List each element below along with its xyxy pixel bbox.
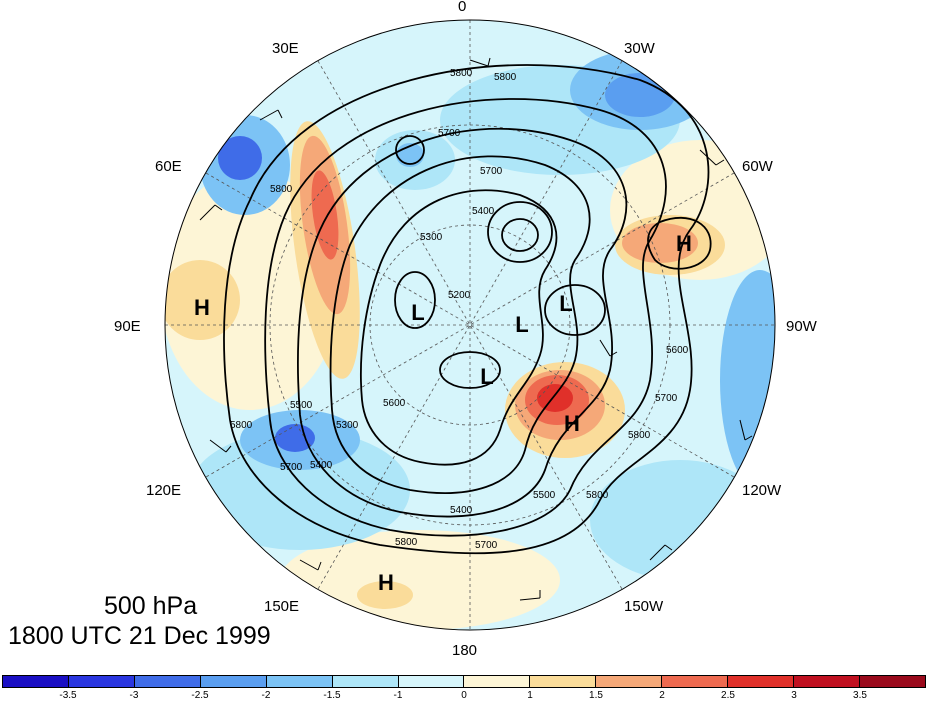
graticule [165,20,775,630]
contour-label: 5800 [395,537,418,548]
contour-label: 5800 [450,68,473,79]
contour-label: 5700 [438,128,461,139]
lon-label-120e: 120E [146,482,182,499]
contour-label: 5800 [494,72,517,83]
high-north-atlantic-label: H [676,231,692,256]
contour-label: 5800 [270,184,293,195]
contour-label: 5400 [472,206,495,217]
polar-map [164,19,776,631]
colorbar-tick-label: -1.5 [323,690,341,701]
contour-label: 5400 [310,460,333,471]
lon-label-30w: 30W [624,40,655,57]
contour-label: 5700 [655,393,678,404]
low-east-siberia-label: L [480,364,494,389]
colorbar-tick-label: 2.5 [721,690,735,701]
lon-label-150w: 150W [624,598,664,615]
contour-label: 5700 [280,462,303,473]
colorbar-segment [3,676,69,687]
low-arctic-1-label: L [411,300,425,325]
colorbar-tick-label: 1.5 [589,690,603,701]
colorbar-tick-label: -3.5 [59,690,77,701]
colorbar-tick-label: -3 [129,690,139,701]
colorbar-segment [332,676,399,687]
contour-label: 5600 [666,345,689,356]
lon-label-180: 180 [452,642,478,659]
contour-label: 5500 [290,400,313,411]
colorbar-tick-label: -2 [261,690,271,701]
colorbar-segment [200,676,267,687]
contour-label: 5300 [420,232,443,243]
height-contours [223,64,712,555]
lon-label-120w: 120W [742,482,782,499]
wind-barbs [199,57,753,601]
contour-label: 5800 [586,490,609,501]
colorbar-tick-label: -1 [393,690,403,701]
pressure-level-title: 500 hPa [104,592,198,620]
colorbar-segment [596,676,663,687]
contour-label: 5800 [628,430,651,441]
colorbar-tick-label: -2.5 [191,690,209,701]
colorbar-segment [859,676,925,687]
valid-time-title: 1800 UTC 21 Dec 1999 [8,622,271,650]
contour-label: 5700 [480,166,503,177]
low-canada-label: L [559,291,573,316]
lon-label-90w: 90W [786,318,817,335]
map-boundary [164,19,776,631]
contour-label: 5300 [336,420,359,431]
colorbar-segment [134,676,201,687]
colorbar-segment [794,676,860,687]
anomaly-field [165,20,775,630]
lon-label-60w: 60W [742,158,773,175]
colorbar-segment [266,676,333,687]
contour-label: 5600 [383,398,406,409]
high-alaska-label: H [564,411,580,436]
colorbar-tick-label: 0 [461,690,467,701]
lon-label-30e: 30E [272,40,299,57]
lon-label-0: 0 [458,0,467,15]
colorbar-tick-label: 3 [791,690,797,701]
contour-label: 5700 [475,540,498,551]
colorbar-tick-label: 3.5 [853,690,867,701]
lon-label-150e: 150E [264,598,300,615]
colorbar-segment [728,676,795,687]
colorbar-segment [530,676,597,687]
colorbar-tick-label: 1 [527,690,533,701]
contour-label: 5200 [448,290,471,301]
lon-label-90e: 90E [114,318,141,335]
colorbar-segment [398,676,465,687]
colorbar [2,675,926,688]
colorbar-tick-label: 2 [659,690,665,701]
colorbar-segment [662,676,729,687]
high-north-pacific-label: H [378,570,394,595]
contour-label: 5500 [533,490,556,501]
contour-label: 5400 [450,505,473,516]
high-asia-label: H [194,295,210,320]
lon-label-60e: 60E [155,158,182,175]
colorbar-segment [68,676,135,687]
colorbar-segment [464,676,531,687]
low-arctic-2-label: L [515,312,529,337]
contour-label: 5800 [230,420,253,431]
